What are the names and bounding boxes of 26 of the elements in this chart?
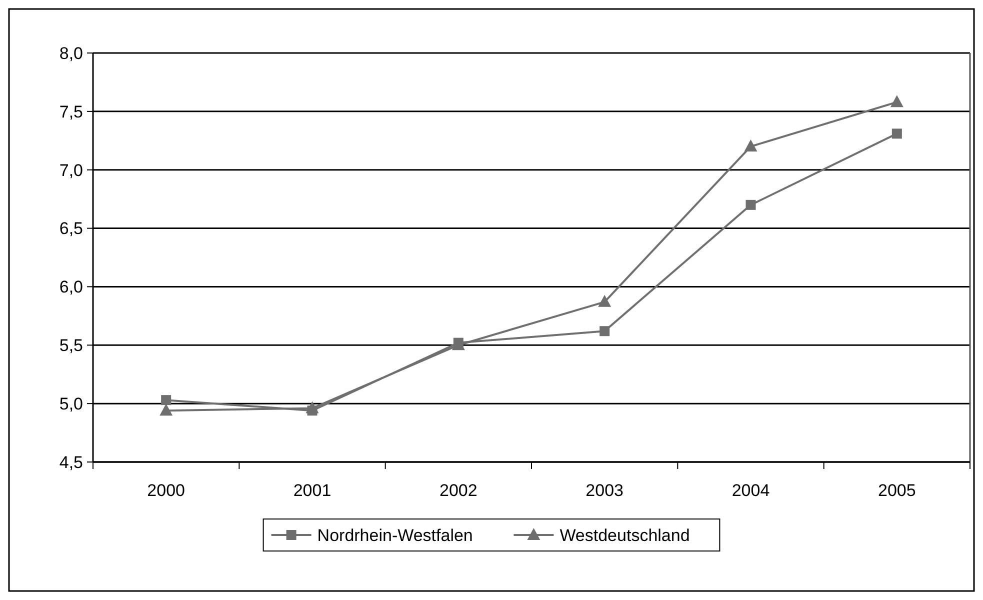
- y-tick-label: 4,5: [59, 452, 83, 472]
- y-tick-label: 6,5: [59, 219, 83, 238]
- y-tick-label: 5,5: [59, 336, 83, 356]
- x-tick-label: 2001: [293, 481, 332, 500]
- y-tick-label: 5,0: [59, 394, 83, 414]
- point: [892, 128, 902, 139]
- x-tick-label: 2000: [147, 481, 185, 500]
- point: [598, 294, 612, 307]
- point: [453, 338, 464, 348]
- point: [746, 200, 756, 210]
- legend-label: Westdeutschland: [560, 526, 690, 545]
- x-tick-label: 2002: [440, 481, 478, 500]
- point: [890, 95, 904, 108]
- point: [307, 406, 318, 416]
- y-tick-label: 6,0: [59, 278, 83, 297]
- point: [161, 395, 172, 406]
- y-tick-label: 7,5: [59, 102, 83, 122]
- legend-label: Nordrhein-Westfalen: [317, 526, 473, 545]
- x-tick-label: 2005: [878, 481, 916, 500]
- point: [160, 404, 173, 416]
- point: [600, 326, 610, 336]
- x-tick-label: 2004: [732, 481, 770, 500]
- x-tick-label: 2003: [586, 481, 624, 500]
- y-tick-label: 8,0: [59, 44, 83, 63]
- point: [744, 139, 758, 152]
- y-tick-label: 7,0: [59, 160, 83, 180]
